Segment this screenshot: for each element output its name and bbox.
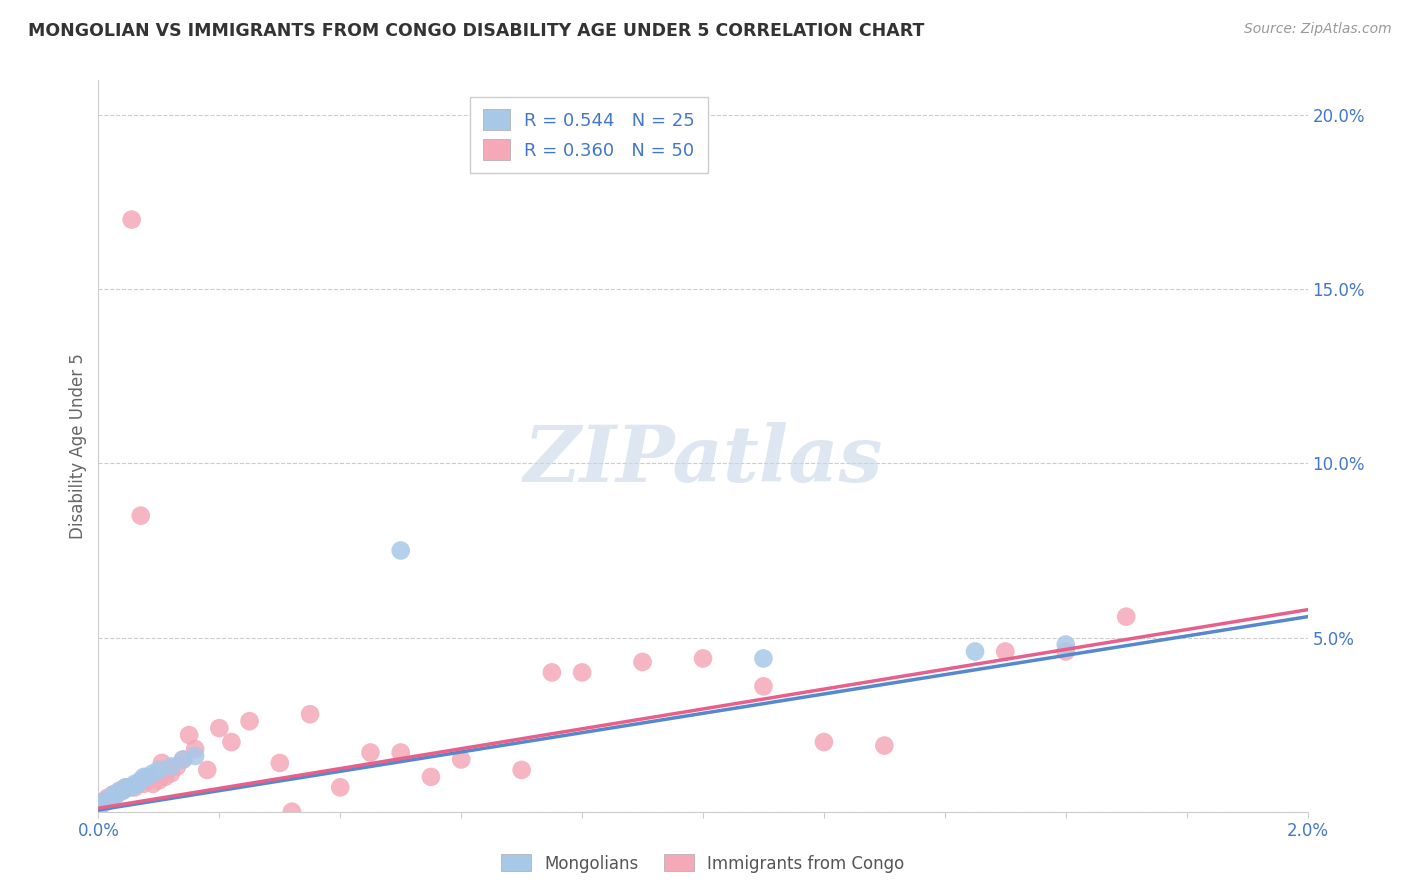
Point <box>135 773 157 788</box>
Point <box>450 752 472 766</box>
Text: MONGOLIAN VS IMMIGRANTS FROM CONGO DISABILITY AGE UNDER 5 CORRELATION CHART: MONGOLIAN VS IMMIGRANTS FROM CONGO DISAB… <box>28 22 925 40</box>
Point <box>90 797 112 812</box>
Point <box>118 780 141 795</box>
Point <box>129 508 152 523</box>
Legend: Mongolians, Immigrants from Congo: Mongolians, Immigrants from Congo <box>495 847 911 880</box>
Point <box>124 780 146 795</box>
Point <box>571 665 593 680</box>
Point <box>692 651 714 665</box>
Point <box>103 787 125 801</box>
Point <box>389 746 412 760</box>
Point <box>139 770 162 784</box>
Point <box>111 784 134 798</box>
Point <box>299 707 322 722</box>
Point <box>172 752 194 766</box>
Point <box>150 756 173 770</box>
Point <box>184 742 207 756</box>
Point <box>121 780 143 795</box>
Point <box>105 787 128 801</box>
Text: Source: ZipAtlas.com: Source: ZipAtlas.com <box>1244 22 1392 37</box>
Point <box>1115 609 1137 624</box>
Point <box>360 746 382 760</box>
Point <box>108 784 131 798</box>
Point <box>118 780 141 795</box>
Point <box>160 766 183 780</box>
Point <box>269 756 291 770</box>
Point <box>111 784 134 798</box>
Point <box>142 766 165 780</box>
Point <box>329 780 352 795</box>
Point <box>93 794 115 808</box>
Point <box>1054 644 1077 658</box>
Point <box>103 787 125 801</box>
Point <box>389 543 412 558</box>
Point <box>1054 638 1077 652</box>
Point <box>129 773 152 788</box>
Point <box>510 763 533 777</box>
Point <box>91 794 114 808</box>
Point <box>541 665 564 680</box>
Point <box>752 679 775 693</box>
Point <box>121 212 143 227</box>
Point <box>160 759 183 773</box>
Point <box>96 794 118 808</box>
Point <box>631 655 654 669</box>
Point <box>96 790 118 805</box>
Point <box>752 651 775 665</box>
Point <box>124 777 146 791</box>
Point <box>166 759 188 773</box>
Point <box>873 739 896 753</box>
Point <box>195 763 218 777</box>
Point <box>114 780 136 795</box>
Point <box>105 787 128 801</box>
Point <box>208 721 231 735</box>
Point <box>100 790 122 805</box>
Point <box>135 770 157 784</box>
Point <box>127 777 149 791</box>
Point <box>108 784 131 798</box>
Point <box>221 735 243 749</box>
Point <box>179 728 201 742</box>
Point <box>114 780 136 795</box>
Point <box>239 714 262 728</box>
Point <box>813 735 835 749</box>
Point <box>148 773 170 788</box>
Text: ZIPatlas: ZIPatlas <box>523 423 883 499</box>
Point <box>184 749 207 764</box>
Y-axis label: Disability Age Under 5: Disability Age Under 5 <box>69 353 87 539</box>
Point <box>153 770 176 784</box>
Point <box>172 752 194 766</box>
Point <box>420 770 443 784</box>
Point <box>965 644 987 658</box>
Legend: R = 0.544   N = 25, R = 0.360   N = 50: R = 0.544 N = 25, R = 0.360 N = 50 <box>470 96 707 173</box>
Point <box>100 790 122 805</box>
Point <box>132 777 155 791</box>
Point <box>148 763 170 777</box>
Point <box>90 797 112 812</box>
Point <box>994 644 1017 658</box>
Point <box>132 770 155 784</box>
Point <box>127 777 149 791</box>
Point <box>281 805 304 819</box>
Point <box>93 794 115 808</box>
Point <box>142 777 165 791</box>
